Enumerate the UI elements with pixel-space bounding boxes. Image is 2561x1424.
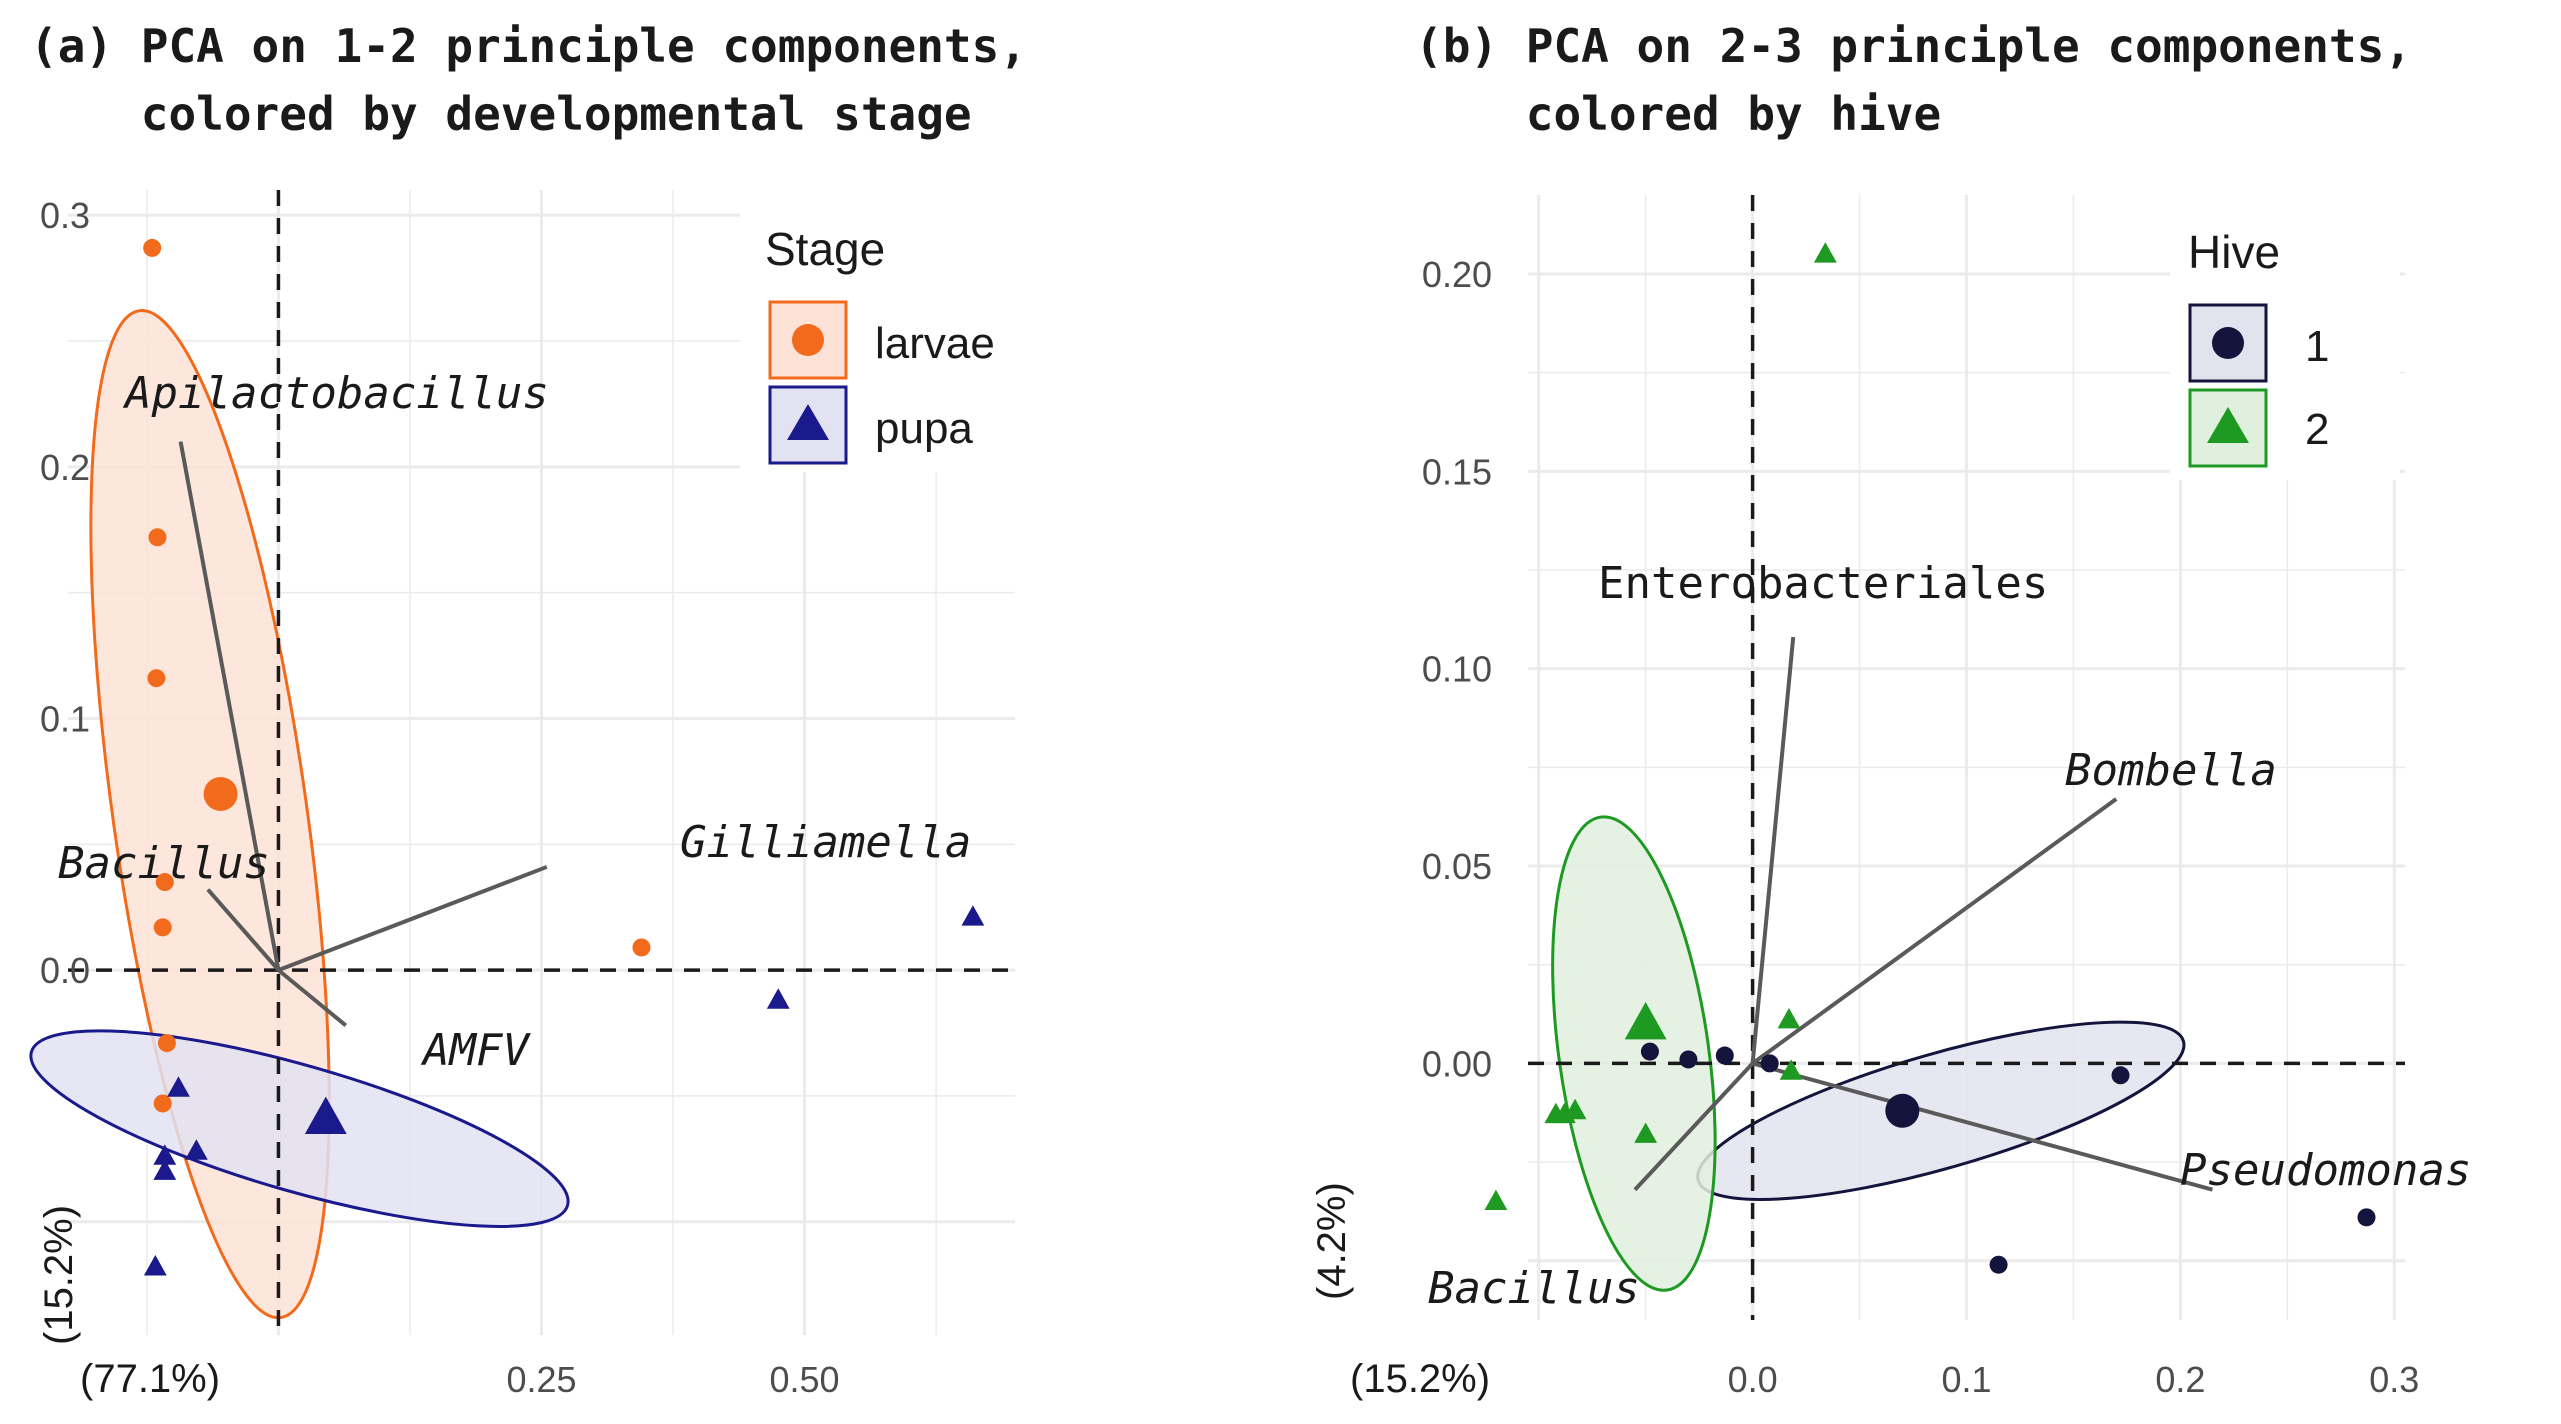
panel-a-title-line-2: colored by developmental stage xyxy=(30,87,972,141)
panel-a-loading-line-bacillus xyxy=(206,888,280,972)
panel-a-x-label: (77.1%) xyxy=(80,1357,220,1401)
panel-b: (b) PCA on 2-3 principle components, col… xyxy=(1310,19,2471,1401)
panel-b-loading-line-bacillus xyxy=(1633,1062,1755,1192)
panel-b-point-2-3 xyxy=(1634,1122,1658,1143)
panel-a-y-tick-label: 0.0 xyxy=(40,950,90,991)
panel-b-point-1-0 xyxy=(1640,1042,1659,1061)
panel-b-point-1-6 xyxy=(1989,1255,2008,1274)
panel-a-point-larvae-7 xyxy=(632,938,651,957)
panel-a-loading-line-apilactobacillus xyxy=(178,441,281,971)
panel-a-y-tick-label: 0.2 xyxy=(40,447,90,488)
panel-a-zero-lines xyxy=(68,190,1015,1335)
panel-a-ellipses xyxy=(29,309,570,1320)
panel-a-y-tick-label: 0.1 xyxy=(40,698,90,739)
panel-a-point-pupa-0 xyxy=(167,1076,190,1097)
panel-a: (a) PCA on 1-2 principle components, col… xyxy=(29,19,1060,1401)
panel-b-x-tick-label: 0.2 xyxy=(2155,1359,2205,1400)
panel-a-point-larvae-1 xyxy=(148,528,167,547)
panel-b-point-2-0 xyxy=(1813,242,1837,263)
panel-b-title-line-1: (b) PCA on 2-3 principle components, xyxy=(1415,19,2412,73)
panel-b-loading-label-enterobacteriales: Enterobacteriales xyxy=(1598,558,2048,609)
panel-a-point-pupa-4 xyxy=(766,988,790,1009)
panel-a-point-larvae-4 xyxy=(153,918,172,937)
panel-a-y-label: (15.2%) xyxy=(37,1205,81,1345)
panel-b-x-label: (15.2%) xyxy=(1350,1357,1490,1401)
panel-b-legend: Hive 1 2 xyxy=(2170,190,2400,480)
panel-a-legend-label-pupa: pupa xyxy=(875,404,973,453)
panel-a-centroid-pupa xyxy=(304,1096,347,1134)
panel-b-loading-line-pseudomonas xyxy=(1752,1061,2214,1192)
panel-b-y-tick-label: 0.10 xyxy=(1422,649,1492,690)
panel-b-point-2-1 xyxy=(1777,1008,1801,1029)
panel-b-points xyxy=(1484,242,2376,1274)
panel-a-legend: Stage larvae pupa xyxy=(740,172,1060,472)
panel-a-legend-triangle-icon xyxy=(787,404,829,440)
panel-b-y-tick-label: 0.00 xyxy=(1422,1043,1492,1084)
panel-a-ellipse-pupa xyxy=(29,1029,570,1228)
panel-b-y-tick-label: 0.05 xyxy=(1422,846,1492,887)
panel-b-point-2-6 xyxy=(1544,1102,1568,1124)
panel-b-zero-lines xyxy=(1528,195,2405,1320)
panel-a-loading-label-amfv: AMFV xyxy=(420,1025,531,1076)
panel-b-centroid-1 xyxy=(1885,1093,1920,1128)
panel-b-loading-label-pseudomonas: Pseudomonas xyxy=(2180,1145,2471,1196)
panel-b-loading-line-enterobacteriales xyxy=(1750,636,1796,1064)
panel-a-point-larvae-3 xyxy=(155,873,174,892)
panel-b-legend-title: Hive xyxy=(2188,226,2280,278)
panel-a-points xyxy=(143,238,985,1276)
panel-b-x-tick-label: 0.3 xyxy=(2369,1359,2419,1400)
panel-b-point-2-2 xyxy=(1779,1059,1803,1080)
panel-b-legend-circle-icon xyxy=(2212,327,2244,359)
panel-a-loading-label-apilactobacillus: Apilactobacillus xyxy=(122,368,549,419)
panel-a-point-pupa-5 xyxy=(961,905,985,926)
panel-a-legend-circle-icon xyxy=(792,324,824,356)
panel-a-loading-line-gilliamella xyxy=(277,865,548,972)
panel-b-centroid-2 xyxy=(1624,1001,1667,1040)
panel-b-ellipses xyxy=(1551,815,2186,1292)
panel-a-point-pupa-1 xyxy=(153,1144,177,1165)
panel-b-y-tick-label: 0.15 xyxy=(1422,451,1492,492)
panel-a-point-larvae-2 xyxy=(147,669,166,688)
panel-a-title-line-1: (a) PCA on 1-2 principle components, xyxy=(30,19,1027,73)
panel-b-x-tick-label: 0.0 xyxy=(1728,1359,1778,1400)
panel-b-y-tick-label: 0.20 xyxy=(1422,254,1492,295)
panel-b-legend-label-1: 1 xyxy=(2305,322,2329,371)
panel-b-x-tick-label: 0.1 xyxy=(1941,1359,1991,1400)
panel-a-loading-label-gilliamella: Gilliamella xyxy=(680,817,971,868)
panel-a-ticks: 0.25 0.50 0.0 0.1 0.2 0.3 xyxy=(40,195,840,1400)
panel-b-legend-triangle-icon xyxy=(2207,407,2249,443)
panel-b-ticks: 0.0 0.1 0.2 0.3 0.00 0.05 0.10 0.15 0.20 xyxy=(1422,254,2419,1400)
panel-b-title-line-2: colored by hive xyxy=(1415,87,1941,141)
panel-b-loadings: Enterobacteriales Bombella Pseudomonas Baci… xyxy=(1428,558,2471,1314)
panel-b-point-1-2 xyxy=(1715,1046,1734,1065)
panel-b-point-1-4 xyxy=(2111,1066,2130,1085)
panel-a-point-larvae-0 xyxy=(143,238,162,257)
panel-a-point-larvae-5 xyxy=(157,1034,176,1053)
panel-a-y-tick-label: 0.3 xyxy=(40,195,90,236)
panel-b-loading-label-bacillus: Bacillus xyxy=(1428,1263,1640,1314)
panel-a-centroid-larvae xyxy=(203,776,238,811)
panel-b-point-2-7 xyxy=(1484,1189,1508,1210)
panel-a-legend-title: Stage xyxy=(765,223,885,275)
panel-a-x-tick-label: 0.50 xyxy=(770,1359,840,1400)
panel-b-loading-line-bombella xyxy=(1751,797,2118,1066)
panel-b-point-1-1 xyxy=(1679,1050,1698,1069)
panel-b-point-1-3 xyxy=(1760,1054,1779,1073)
panel-a-point-pupa-2 xyxy=(153,1159,177,1180)
panel-b-point-1-5 xyxy=(2357,1208,2376,1227)
panel-b-y-label: (4.2%) xyxy=(1310,1182,1354,1300)
panel-b-loading-label-bombella: Bombella xyxy=(2065,745,2277,796)
panel-a-point-pupa-3 xyxy=(184,1139,208,1160)
panel-a-loading-line-amfv xyxy=(277,968,348,1028)
panel-a-point-pupa-6 xyxy=(143,1255,167,1276)
panel-a-x-tick-label: 0.25 xyxy=(506,1359,576,1400)
panel-b-legend-label-2: 2 xyxy=(2305,405,2329,454)
panel-a-point-larvae-6 xyxy=(153,1094,172,1113)
panel-a-legend-label-larvae: larvae xyxy=(875,319,995,368)
